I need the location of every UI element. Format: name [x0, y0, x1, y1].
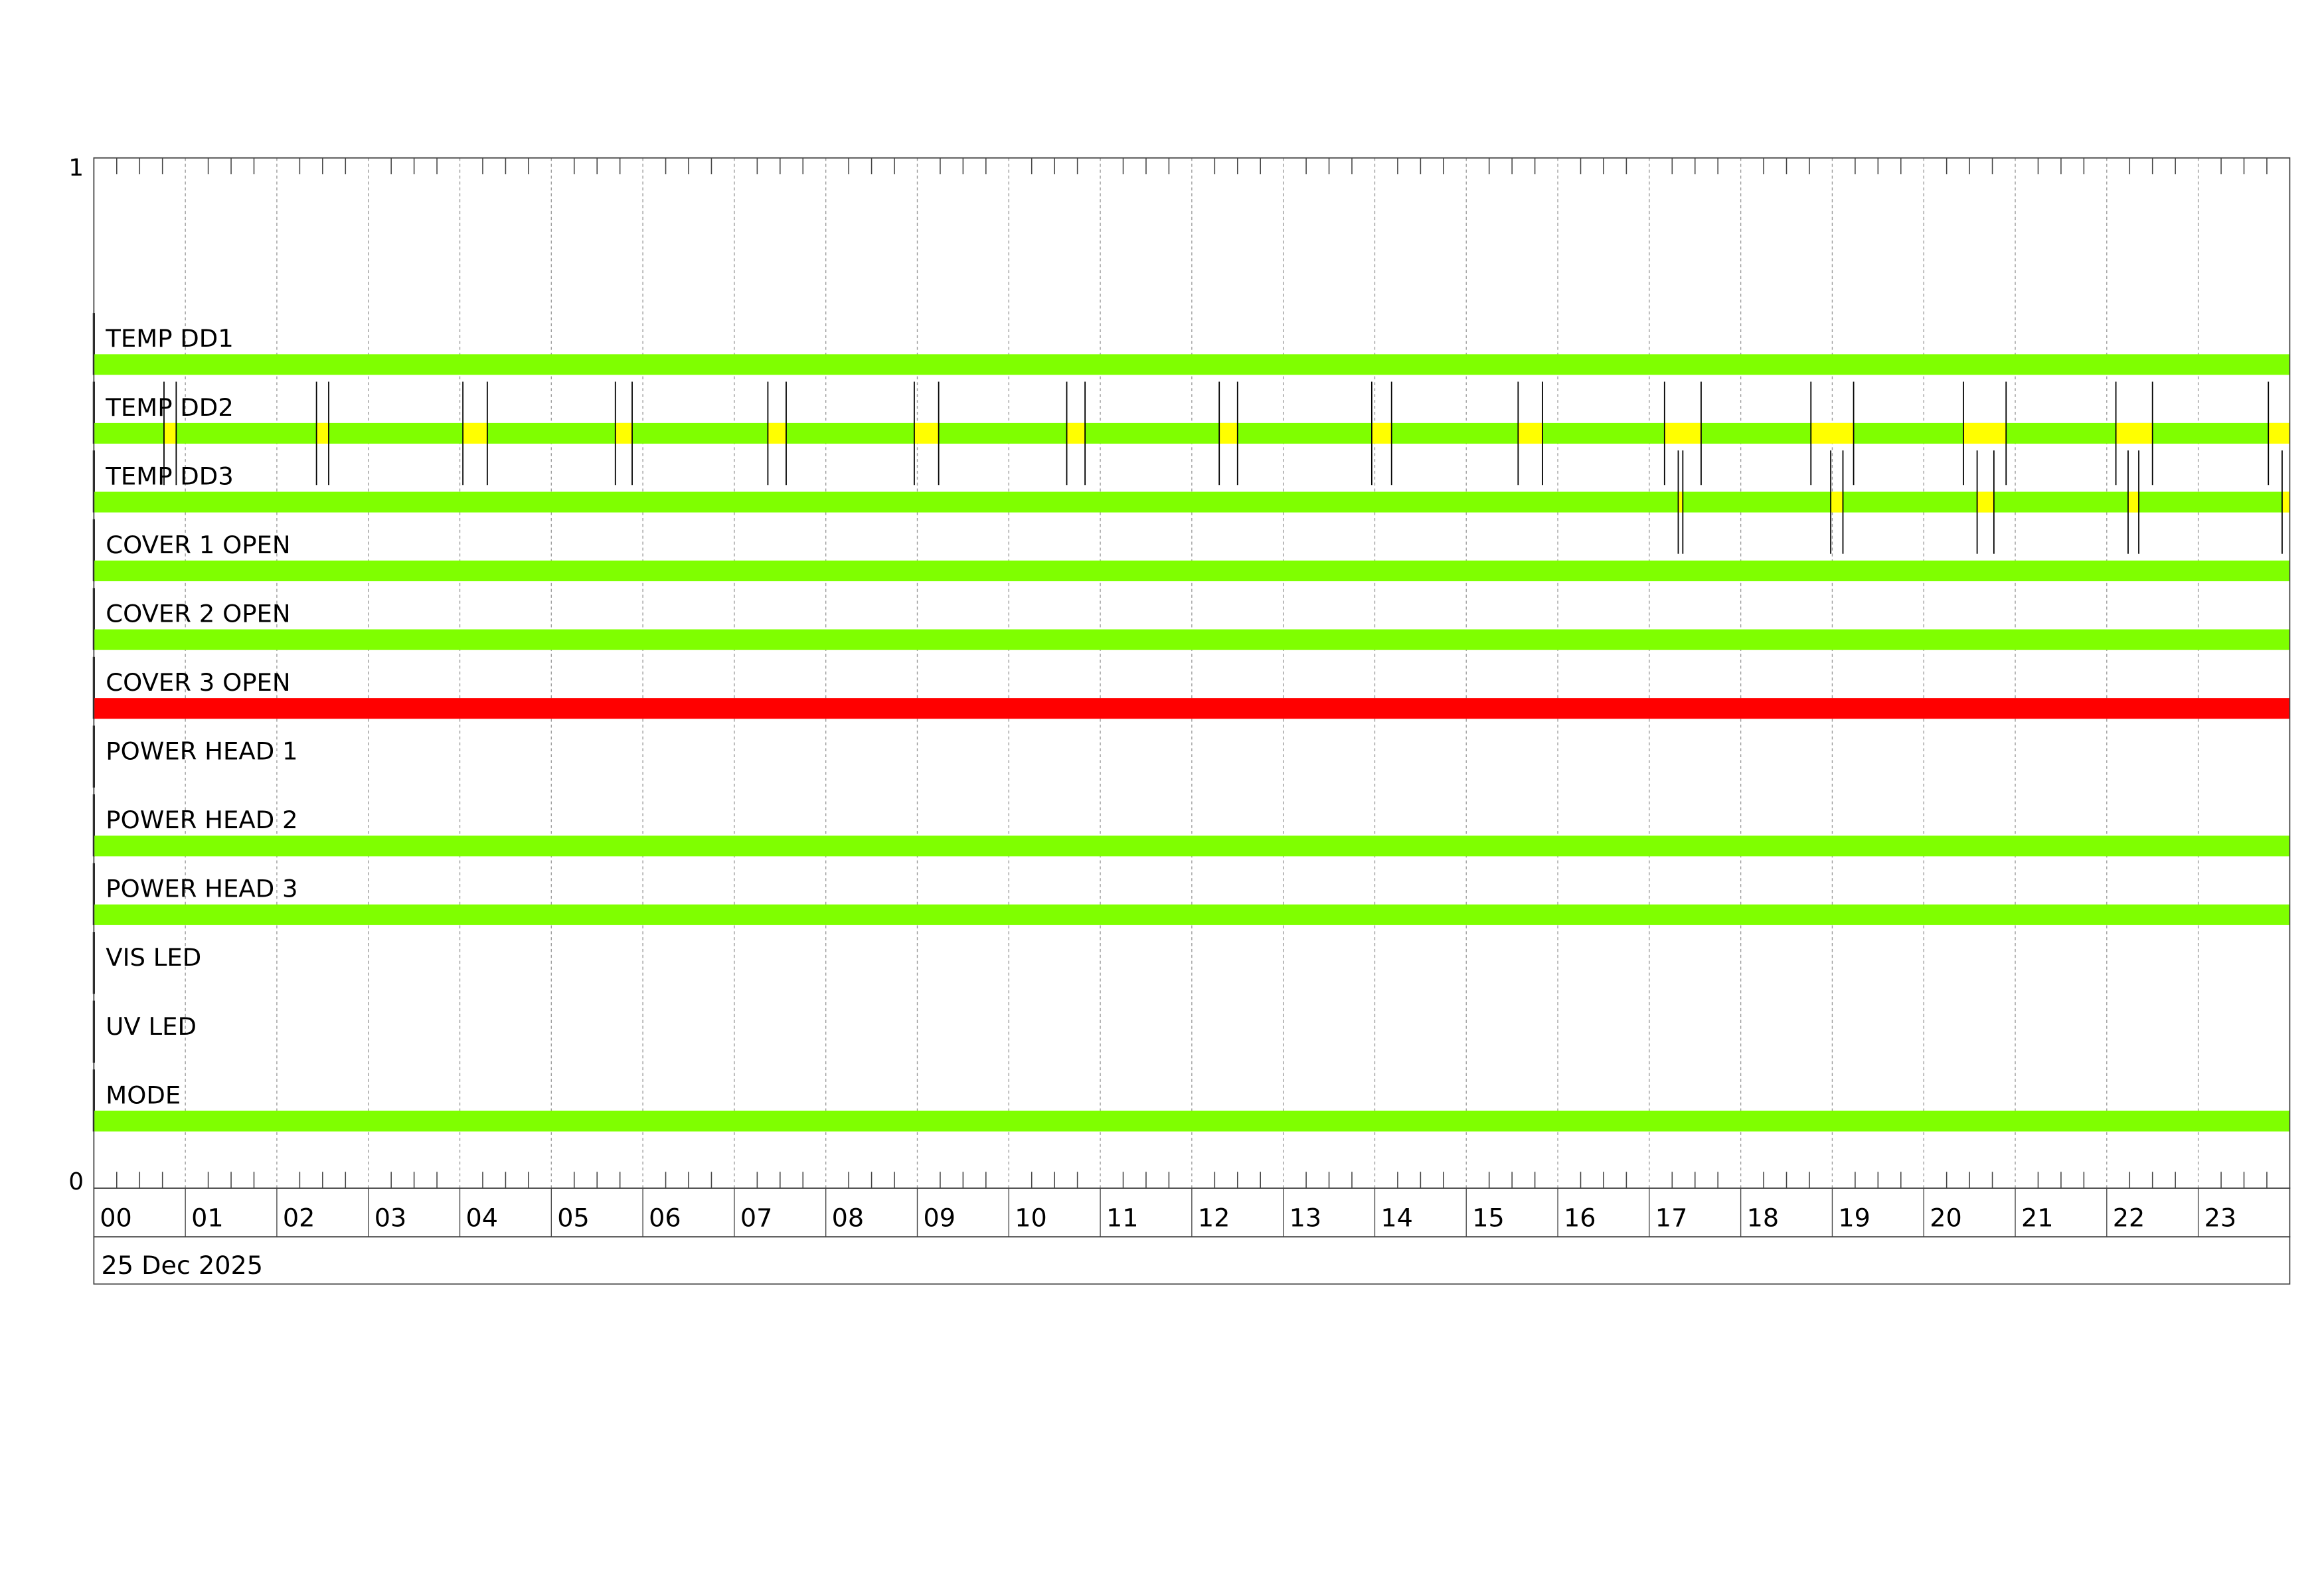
x-tick-label: 14: [1380, 1203, 1413, 1233]
row-label: UV LED: [106, 1012, 197, 1041]
status-row: POWER HEAD 3: [92, 863, 2290, 925]
status-bar-alarm: [94, 698, 2290, 719]
x-tick-label: 03: [374, 1203, 407, 1233]
status-bar-ok: [94, 354, 2290, 375]
x-tick-label: 02: [283, 1203, 315, 1233]
status-row: COVER 1 OPEN: [92, 519, 2290, 582]
status-bar-ok: [94, 561, 2290, 582]
x-tick-label: 13: [1289, 1203, 1322, 1233]
x-tick-label: 20: [1930, 1203, 1962, 1233]
status-bar-ok: [94, 1110, 2290, 1132]
row-label: POWER HEAD 1: [106, 737, 297, 766]
warning-segment: [2116, 422, 2153, 444]
row-label: VIS LED: [106, 943, 201, 972]
status-row: TEMP DD2: [92, 381, 2290, 486]
y-tick-label-bottom: 0: [68, 1168, 84, 1196]
warning-segment: [2282, 491, 2290, 513]
warning-segment: [1831, 491, 1843, 513]
warning-segment: [1963, 422, 2007, 444]
status-row: UV LED: [92, 1000, 197, 1063]
x-tick-label: 07: [740, 1203, 773, 1233]
plot-frame: [93, 157, 2291, 1285]
warning-segment: [914, 422, 939, 444]
status-row: COVER 2 OPEN: [92, 588, 2290, 650]
row-label: TEMP DD3: [105, 462, 234, 490]
warning-segment: [1977, 491, 1994, 513]
status-bar-ok: [94, 629, 2290, 650]
x-tick-label: 11: [1106, 1203, 1139, 1233]
warning-segment: [1678, 491, 1683, 513]
warning-segment: [1518, 422, 1543, 444]
status-bar-ok: [94, 422, 2290, 444]
x-tick-label: 12: [1198, 1203, 1230, 1233]
warning-segment: [1219, 422, 1238, 444]
date-row: [93, 1236, 2291, 1285]
grid-lines: [185, 157, 2199, 1237]
status-row: POWER HEAD 1: [92, 725, 297, 788]
status-bar-ok: [94, 904, 2290, 925]
x-tick-label: 09: [923, 1203, 955, 1233]
status-rows: TEMP DD1 TEMP DD2 TEMP DD3 COVER 1 OPEN COVE…: [92, 313, 2290, 1132]
row-label: TEMP DD1: [105, 324, 234, 353]
status-row: COVER 3 OPEN: [92, 656, 2290, 719]
status-bar-ok: [94, 836, 2290, 857]
warning-segment: [615, 422, 633, 444]
x-tick-label: 05: [557, 1203, 590, 1233]
row-label: COVER 2 OPEN: [106, 600, 290, 628]
status-row: TEMP DD3: [92, 450, 2290, 554]
warning-segment: [163, 422, 177, 444]
warning-segment: [1066, 422, 1086, 444]
warning-segment: [2127, 491, 2139, 513]
minor-ticks: [116, 157, 2268, 1188]
x-tick-label: 06: [649, 1203, 681, 1233]
x-tick-label: 21: [2021, 1203, 2054, 1233]
x-tick-label: 22: [2113, 1203, 2145, 1233]
warning-segment: [1811, 422, 1854, 444]
status-row: TEMP DD1: [92, 313, 2290, 375]
row-label: POWER HEAD 3: [106, 875, 297, 903]
date-label: 25 Dec 2025: [102, 1251, 264, 1280]
warning-segment: [463, 422, 487, 444]
y-tick-label-top: 1: [68, 155, 84, 182]
row-label: POWER HEAD 2: [106, 806, 297, 834]
x-tick-label: 10: [1015, 1203, 1047, 1233]
x-tick-label: 16: [1564, 1203, 1596, 1233]
warning-segment: [768, 422, 786, 444]
warning-segment: [316, 422, 329, 444]
x-tick-label: 19: [1838, 1203, 1870, 1233]
x-tick-label: 04: [465, 1203, 498, 1233]
warning-segment: [2268, 422, 2290, 444]
status-row: POWER HEAD 2: [92, 794, 2290, 857]
row-label: COVER 1 OPEN: [106, 531, 290, 559]
status-bar-ok: [94, 491, 2290, 513]
x-tick-label: 23: [2204, 1203, 2237, 1233]
row-label: COVER 3 OPEN: [106, 668, 290, 697]
x-tick-labels: 00 01 02 03 04 05 06 07 08 09 10 11 12 13 14 15 16 17 18 19…: [100, 1203, 2236, 1233]
row-label: TEMP DD2: [105, 393, 234, 422]
warning-segment: [1664, 422, 1701, 444]
x-tick-label: 01: [191, 1203, 224, 1233]
x-tick-label: 00: [100, 1203, 132, 1233]
x-tick-label: 17: [1655, 1203, 1688, 1233]
status-row: MODE: [92, 1069, 2290, 1132]
x-tick-label: 08: [832, 1203, 865, 1233]
warning-segment: [1371, 422, 1392, 444]
x-tick-label: 15: [1472, 1203, 1505, 1233]
x-tick-label: 18: [1747, 1203, 1780, 1233]
row-label: MODE: [106, 1081, 181, 1109]
